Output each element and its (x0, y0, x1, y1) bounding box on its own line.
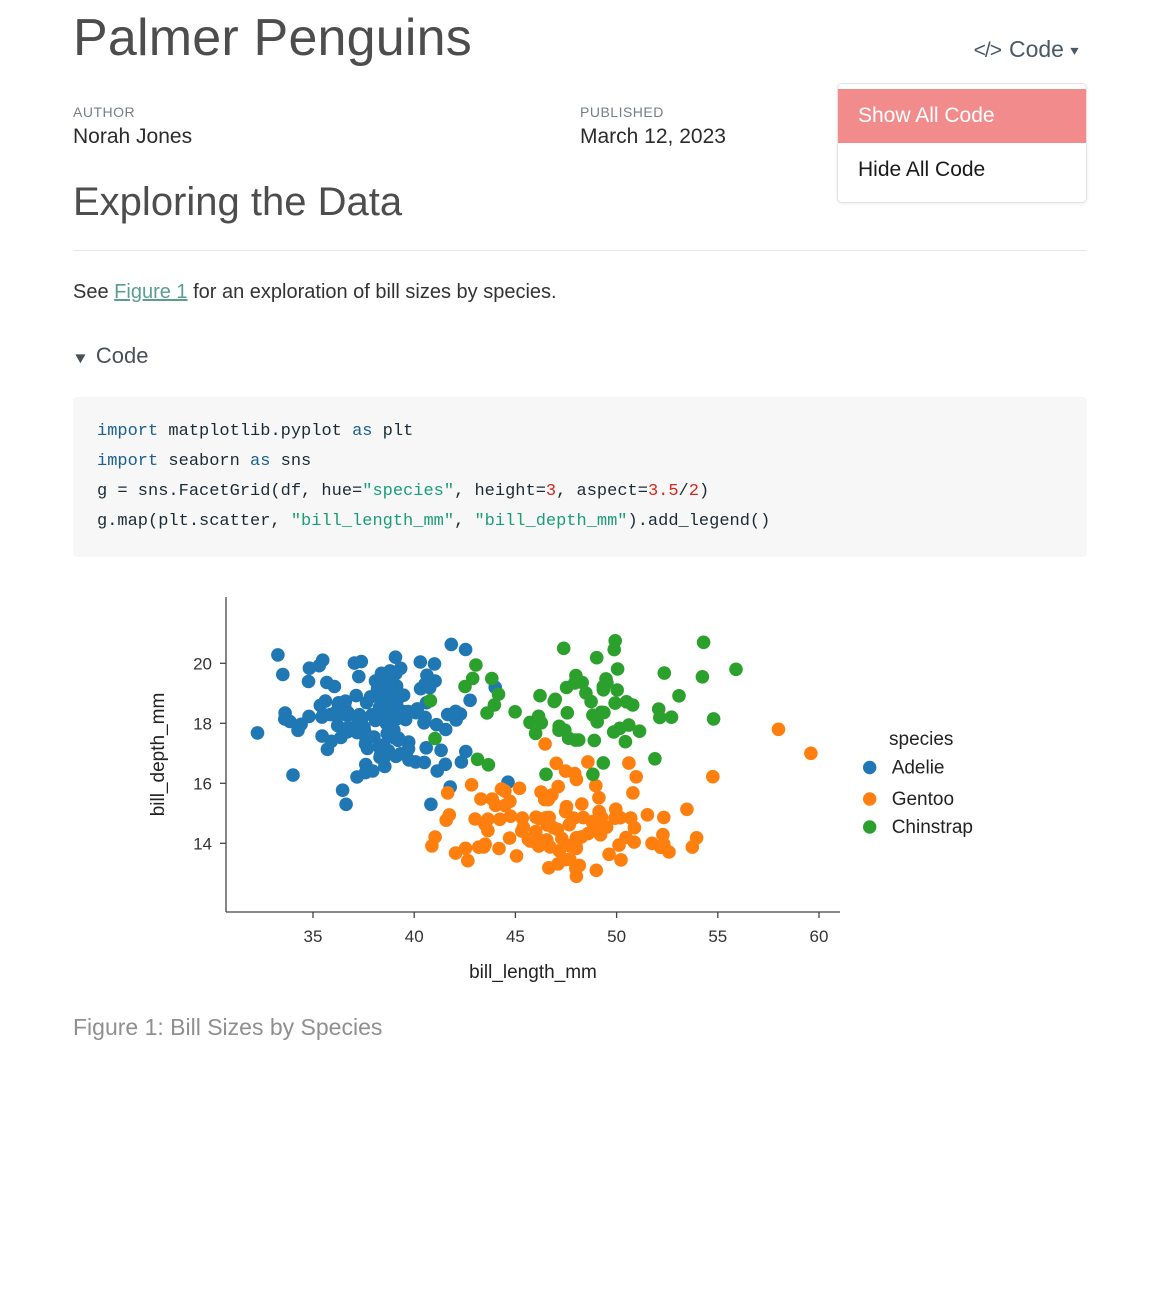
svg-text:Adelie: Adelie (892, 758, 945, 779)
svg-text:bill_length_mm: bill_length_mm (469, 962, 597, 983)
svg-text:50: 50 (607, 927, 626, 946)
svg-text:40: 40 (405, 927, 424, 946)
svg-text:bill_depth_mm: bill_depth_mm (148, 693, 169, 817)
svg-text:45: 45 (506, 927, 525, 946)
svg-text:14: 14 (193, 834, 212, 853)
svg-text:Chinstrap: Chinstrap (892, 817, 973, 838)
svg-text:60: 60 (810, 927, 829, 946)
svg-text:Gentoo: Gentoo (892, 789, 954, 810)
svg-text:35: 35 (304, 927, 323, 946)
svg-text:16: 16 (193, 774, 212, 793)
svg-text:55: 55 (708, 927, 727, 946)
svg-text:18: 18 (193, 714, 212, 733)
svg-text:20: 20 (193, 654, 212, 673)
svg-text:species: species (889, 729, 953, 750)
